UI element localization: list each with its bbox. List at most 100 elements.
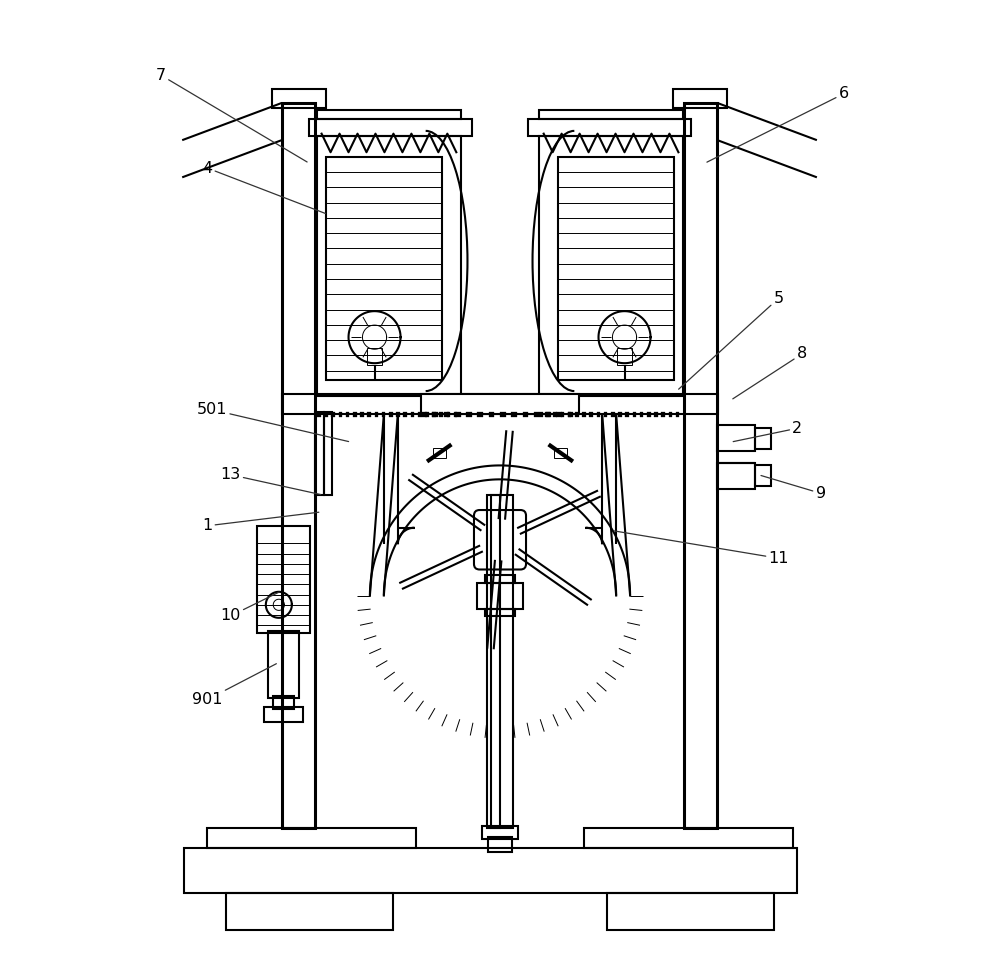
Bar (755, 428, 771, 449)
Bar (273, 696, 294, 709)
Bar (403, 412, 407, 417)
Bar (485, 575, 515, 583)
Bar (582, 412, 586, 417)
Bar (546, 412, 550, 417)
Bar (539, 109, 683, 119)
Bar (584, 828, 793, 848)
Bar (439, 412, 443, 417)
Bar (647, 412, 651, 417)
Bar (568, 412, 571, 417)
Bar (477, 583, 523, 609)
Bar (755, 466, 771, 486)
Bar (331, 412, 335, 417)
Bar (317, 109, 461, 119)
Bar (488, 837, 512, 852)
Bar (315, 411, 324, 496)
Bar (597, 412, 600, 417)
Bar (184, 848, 797, 892)
Text: 2: 2 (733, 421, 802, 441)
Bar (558, 157, 674, 379)
Bar (207, 828, 416, 848)
Bar (433, 448, 446, 458)
Bar (485, 609, 515, 616)
Text: 8: 8 (733, 347, 807, 399)
Bar (640, 412, 643, 417)
Bar (444, 412, 449, 417)
Bar (604, 412, 607, 417)
Bar (268, 631, 299, 698)
Bar (367, 348, 382, 365)
Bar (425, 412, 429, 417)
Bar (561, 412, 564, 417)
Bar (575, 412, 579, 417)
Bar (545, 412, 551, 417)
Bar (382, 412, 385, 417)
Bar (375, 412, 378, 417)
Text: 7: 7 (156, 68, 307, 162)
Bar (309, 119, 472, 136)
Bar (625, 412, 629, 417)
Bar (717, 426, 755, 451)
Bar (339, 412, 342, 417)
Bar (477, 412, 483, 417)
Text: 11: 11 (614, 530, 789, 566)
Text: 13: 13 (220, 468, 321, 495)
Bar (326, 157, 442, 379)
Bar (539, 412, 543, 417)
Bar (618, 412, 622, 417)
Bar (568, 412, 573, 417)
Bar (282, 394, 718, 414)
Bar (556, 412, 562, 417)
Bar (669, 412, 672, 417)
Bar (226, 892, 393, 930)
Bar (589, 412, 593, 417)
Bar (633, 412, 636, 417)
Text: 4: 4 (202, 161, 325, 214)
Bar (511, 412, 517, 417)
Bar (272, 89, 326, 107)
Bar (528, 119, 691, 136)
Bar (466, 412, 472, 417)
Bar (523, 412, 528, 417)
Bar (684, 103, 717, 828)
Text: 1: 1 (202, 512, 319, 533)
Bar (317, 412, 321, 417)
Text: 10: 10 (220, 592, 279, 623)
Bar (353, 412, 357, 417)
Bar (654, 412, 658, 417)
Text: 5: 5 (679, 290, 784, 389)
Bar (611, 412, 615, 417)
Bar (447, 412, 450, 417)
Bar (553, 412, 557, 417)
Bar (389, 412, 393, 417)
Bar (421, 412, 427, 417)
Bar (432, 412, 438, 417)
Bar (673, 89, 727, 107)
Bar (454, 412, 457, 417)
Bar (482, 826, 518, 839)
Bar (324, 411, 332, 496)
Bar (282, 103, 315, 828)
Bar (411, 412, 414, 417)
Bar (346, 412, 349, 417)
Bar (360, 412, 364, 417)
Bar (264, 707, 303, 722)
Bar (554, 448, 567, 458)
Bar (421, 394, 579, 414)
Text: 9: 9 (761, 475, 826, 500)
Bar (676, 412, 679, 417)
Bar (487, 496, 513, 828)
Bar (317, 136, 461, 396)
Bar (661, 412, 665, 417)
Bar (500, 412, 506, 417)
Bar (396, 412, 400, 417)
Bar (257, 526, 310, 633)
Bar (617, 348, 632, 365)
Bar (367, 412, 371, 417)
Text: 901: 901 (192, 664, 276, 707)
Bar (432, 412, 436, 417)
Text: 501: 501 (197, 402, 349, 441)
Bar (489, 412, 494, 417)
Bar (534, 412, 539, 417)
Bar (717, 463, 755, 489)
